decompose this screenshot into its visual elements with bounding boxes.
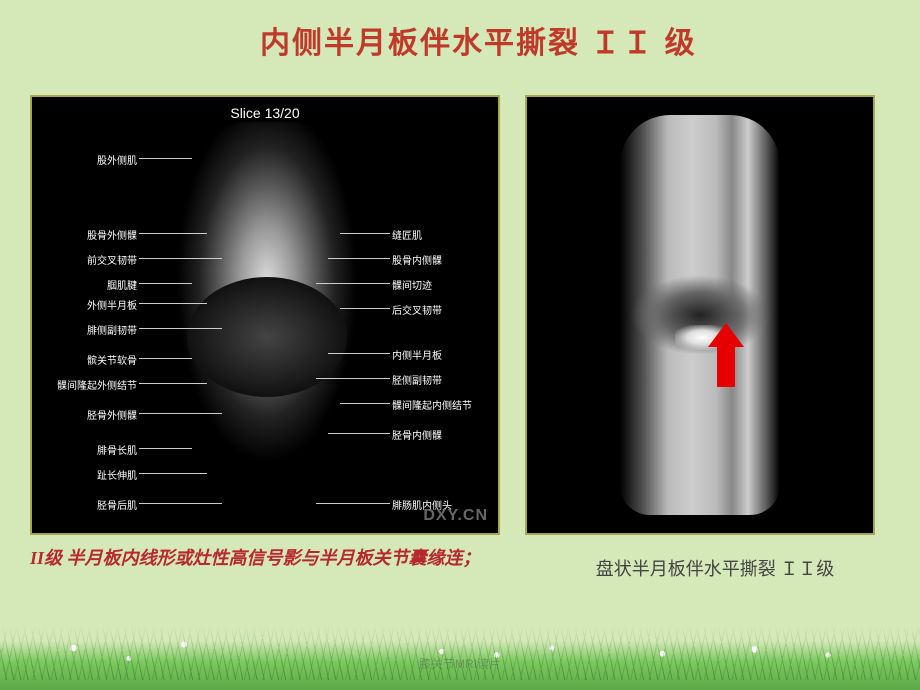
knee-mri-shape <box>620 115 780 515</box>
leader-line <box>139 503 222 504</box>
leader-line <box>139 413 222 414</box>
caption-left: II级 半月板内线形或灶性高信号影与半月板关节囊缘连； <box>30 545 500 572</box>
leader-line <box>328 353 390 354</box>
anatomy-label-left: 外侧半月板 <box>42 297 137 312</box>
leader-line <box>316 378 390 379</box>
anatomy-label-right: 后交叉韧带 <box>392 302 442 317</box>
watermark: DXY.CN <box>423 507 488 525</box>
anatomy-label-left: 髌关节软骨 <box>42 352 137 367</box>
leader-line <box>340 403 390 404</box>
mri-annotated-image: Slice 13/20 股外侧肌股骨外侧髁前交叉韧带腘肌腱外侧半月板腓侧副韧带髌… <box>30 95 500 535</box>
leader-line <box>139 383 207 384</box>
leader-line <box>139 473 207 474</box>
anatomy-label-left: 胫骨外侧髁 <box>42 407 137 422</box>
anatomy-label-left: 腘肌腱 <box>42 277 137 292</box>
footer-text: 膝关节MRI读片 <box>419 655 501 672</box>
anatomy-label-right: 胫骨内侧髁 <box>392 427 442 442</box>
caption-right: 盘状半月板伴水平撕裂 ＩＩ级 <box>545 555 885 581</box>
anatomy-label-right: 缝匠肌 <box>392 227 422 242</box>
leader-line <box>328 258 390 259</box>
leader-line <box>139 448 192 449</box>
knee-joint-region <box>187 277 347 397</box>
anatomy-label-left: 趾长伸肌 <box>42 467 137 482</box>
anatomy-label-left: 腓侧副韧带 <box>42 322 137 337</box>
left-panel: Slice 13/20 股外侧肌股骨外侧髁前交叉韧带腘肌腱外侧半月板腓侧副韧带髌… <box>30 95 500 535</box>
anatomy-label-left: 胫骨后肌 <box>42 497 137 512</box>
content-row: Slice 13/20 股外侧肌股骨外侧髁前交叉韧带腘肌腱外侧半月板腓侧副韧带髌… <box>30 95 890 535</box>
anatomy-label-left: 股骨外侧髁 <box>42 227 137 242</box>
leader-line <box>340 233 390 234</box>
leader-line <box>139 328 222 329</box>
anatomy-label-left: 前交叉韧带 <box>42 252 137 267</box>
anatomy-label-left: 腓骨长肌 <box>42 442 137 457</box>
right-panel <box>525 95 875 535</box>
anatomy-label-left: 髁间隆起外侧结节 <box>42 377 137 392</box>
mri-case-image <box>525 95 875 535</box>
leader-line <box>139 233 207 234</box>
leader-line <box>340 308 390 309</box>
leader-line <box>316 503 390 504</box>
leader-line <box>328 433 390 434</box>
lesion-arrow-icon <box>717 347 735 387</box>
slice-label: Slice 13/20 <box>230 105 299 121</box>
anatomy-label-right: 髁间切迹 <box>392 277 432 292</box>
leader-line <box>139 258 222 259</box>
leader-line <box>139 283 192 284</box>
page-title: 内侧半月板伴水平撕裂 ＩＩ 级 <box>260 18 697 62</box>
anatomy-label-right: 股骨内侧髁 <box>392 252 442 267</box>
anatomy-label-right: 胫侧副韧带 <box>392 372 442 387</box>
leader-line <box>139 303 207 304</box>
anatomy-label-left: 股外侧肌 <box>42 152 137 167</box>
anatomy-label-right: 内侧半月板 <box>392 347 442 362</box>
anatomy-label-right: 髁间隆起内侧结节 <box>392 397 472 412</box>
leader-line <box>139 158 192 159</box>
leader-line <box>316 283 390 284</box>
leader-line <box>139 358 192 359</box>
